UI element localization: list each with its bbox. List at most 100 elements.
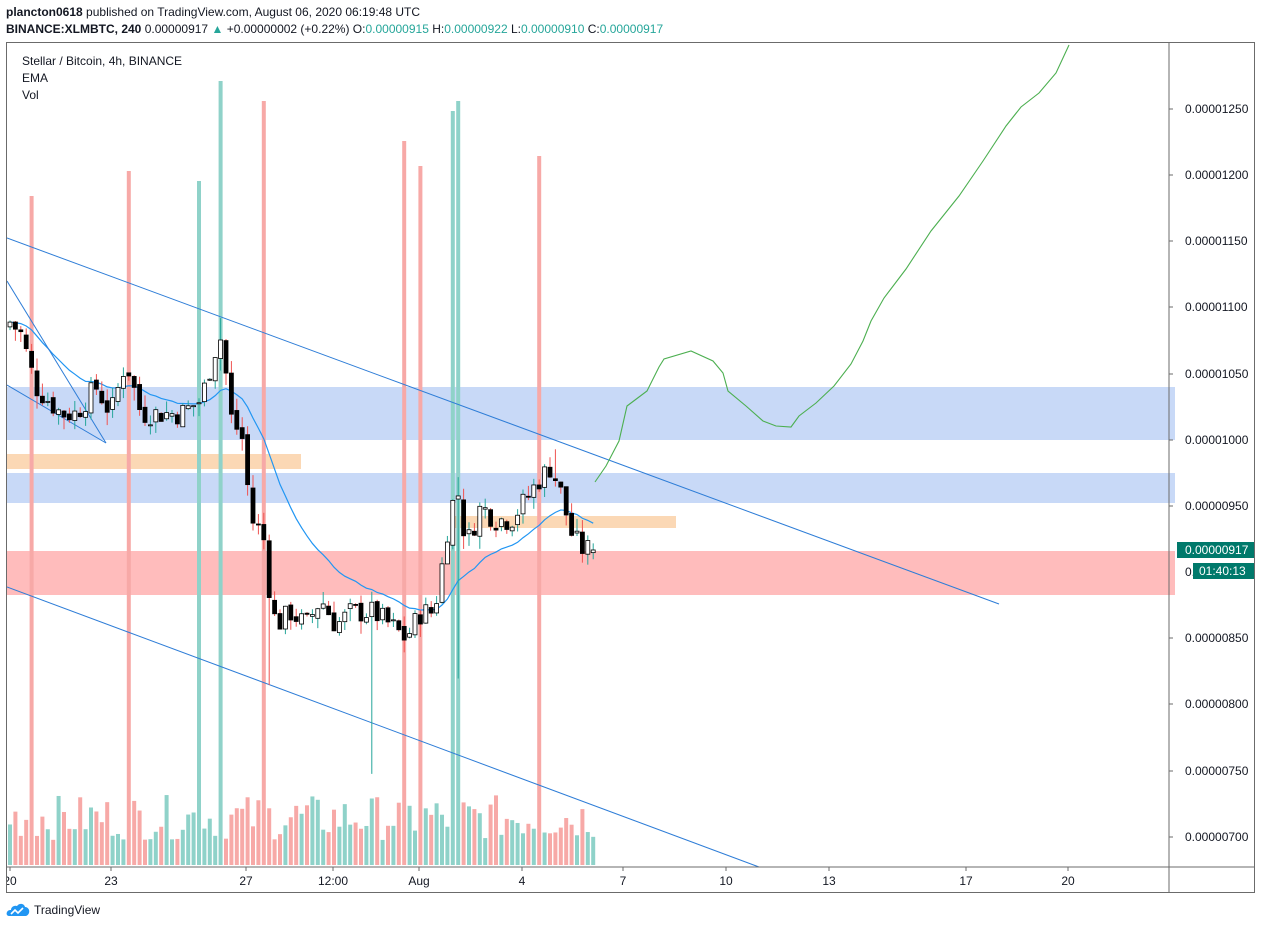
candle xyxy=(542,464,547,498)
candle-body xyxy=(401,626,407,641)
candle-body xyxy=(520,493,526,515)
candle xyxy=(428,601,434,618)
candle xyxy=(358,595,364,634)
volume-bar xyxy=(499,834,504,865)
candle-body xyxy=(67,413,72,421)
candle-body xyxy=(536,484,542,490)
volume-bar xyxy=(240,808,245,865)
volume-bar xyxy=(186,814,191,865)
volume-bar xyxy=(110,835,115,865)
volume-bar xyxy=(445,826,450,865)
candle-body xyxy=(153,409,159,423)
legend-ema[interactable]: EMA xyxy=(22,71,49,85)
candle-body xyxy=(336,621,342,634)
volume-bar xyxy=(315,799,320,865)
volume-bar xyxy=(359,828,363,865)
close-value: 0.00000917 xyxy=(599,22,664,36)
volume-bar xyxy=(29,196,34,865)
candle xyxy=(218,318,224,371)
candle-body xyxy=(261,524,267,541)
volume-bar xyxy=(472,809,477,865)
candle xyxy=(353,603,359,608)
candle xyxy=(45,392,51,407)
candle-body xyxy=(326,605,332,616)
volume-bar xyxy=(283,825,288,865)
candle-body xyxy=(461,499,467,537)
candle xyxy=(504,519,510,534)
candle xyxy=(590,543,596,560)
candle-body xyxy=(390,619,396,622)
candle-body xyxy=(558,481,564,488)
candle xyxy=(396,619,402,632)
candle xyxy=(336,617,342,636)
volume-bar xyxy=(24,819,29,865)
candle-body xyxy=(412,613,418,636)
candle xyxy=(67,407,72,423)
candle-body xyxy=(61,410,67,418)
volume-bar xyxy=(267,808,272,865)
high-value: 0.00000922 xyxy=(444,22,508,36)
candle xyxy=(493,521,499,538)
candle xyxy=(250,475,256,531)
volume-bar xyxy=(542,832,547,865)
candle xyxy=(585,535,591,565)
volume-bar xyxy=(89,807,93,865)
author-name[interactable]: plancton0618 xyxy=(6,5,83,19)
candle xyxy=(201,379,207,407)
candle xyxy=(471,523,477,537)
candle xyxy=(498,517,504,532)
volume-bar xyxy=(418,166,423,865)
candle-body xyxy=(369,601,375,618)
volume-bar xyxy=(56,795,61,865)
publish-info: plancton0618 published on TradingView.co… xyxy=(6,5,420,19)
candle xyxy=(174,411,180,428)
footer-brand[interactable]: TradingView xyxy=(6,902,100,918)
price-chart[interactable]: 0.00001250 0.00001200 0.00001150 0.00001100… xyxy=(7,43,1255,893)
candle-body xyxy=(515,514,521,526)
volume-bar xyxy=(364,825,369,865)
volume-bar xyxy=(326,832,331,865)
volume-bar xyxy=(440,814,444,865)
candle xyxy=(531,478,537,509)
candle xyxy=(137,376,143,416)
candle-body xyxy=(347,603,353,610)
volume-bar xyxy=(272,839,277,865)
time-label: 12:00 xyxy=(318,874,348,888)
volume-bar xyxy=(170,839,174,865)
candle xyxy=(207,378,213,381)
candle xyxy=(277,609,283,630)
volume-bar xyxy=(294,805,299,865)
volume-bar xyxy=(521,833,525,865)
candle xyxy=(363,613,369,625)
candle-body xyxy=(88,382,94,414)
countdown-badge xyxy=(1193,563,1254,579)
candle xyxy=(212,357,218,389)
candle-body xyxy=(504,521,510,530)
price-label: 0.00001100 xyxy=(1185,300,1248,314)
time-label: 10 xyxy=(719,874,733,888)
candle xyxy=(13,320,18,341)
candle-body xyxy=(288,604,294,621)
legend-vol[interactable]: Vol xyxy=(22,88,39,102)
time-label: 4 xyxy=(519,874,526,888)
chart-pane[interactable]: 0.00001250 0.00001200 0.00001150 0.00001100… xyxy=(6,42,1255,893)
volume-bar xyxy=(51,839,56,865)
candle-body xyxy=(56,409,61,415)
candle xyxy=(191,405,197,417)
candle xyxy=(121,367,126,399)
volume-bar xyxy=(83,829,88,865)
volume-bar xyxy=(143,839,147,865)
candle-body xyxy=(331,612,337,632)
candle xyxy=(450,499,456,550)
candle xyxy=(488,508,494,531)
volume-bar xyxy=(164,795,169,865)
descending-support-line xyxy=(7,586,760,868)
candle-body xyxy=(185,405,191,410)
descending-resistance-line xyxy=(7,237,1000,605)
candle xyxy=(407,627,413,639)
candle-body xyxy=(228,372,234,415)
volume-bar xyxy=(353,822,358,865)
candle-body xyxy=(304,612,310,615)
candle-body xyxy=(218,339,224,359)
volume-bar xyxy=(105,802,110,865)
